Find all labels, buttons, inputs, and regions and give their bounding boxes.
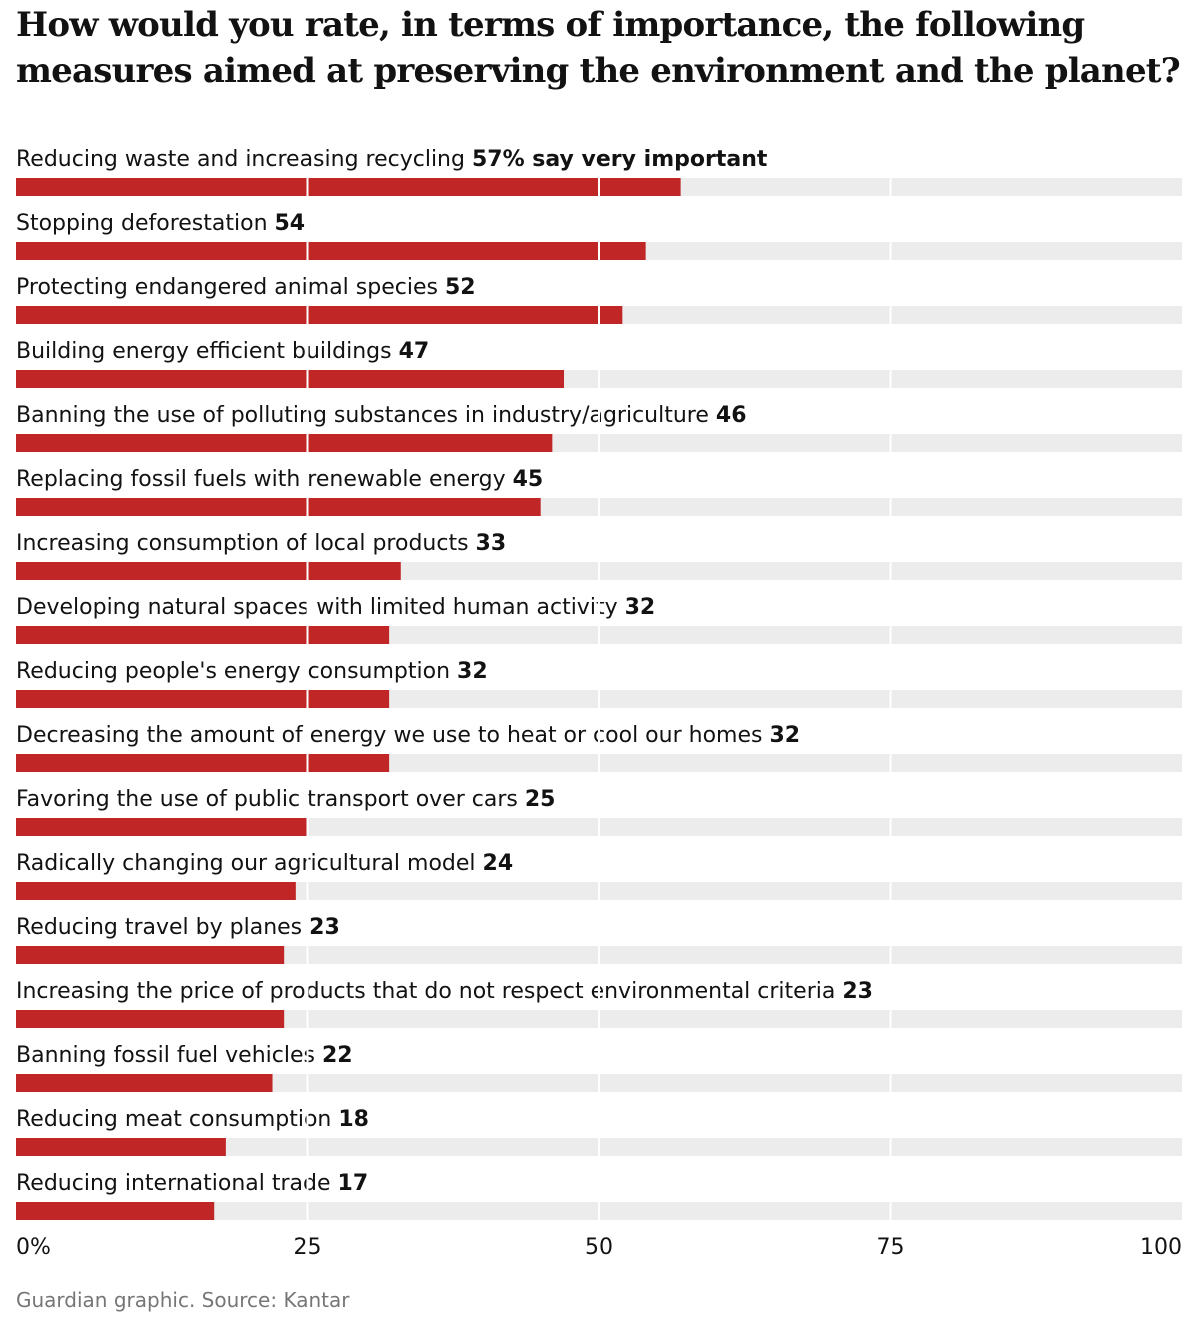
category-label: Banning fossil fuel vehicles [16,1043,322,1068]
chart-title: How would you rate, in terms of importan… [16,5,1181,91]
bar [16,946,285,964]
category-label: Reducing international trade [16,1171,338,1196]
bar-label: Banning the use of polluting substances … [16,403,747,428]
category-label: Reducing waste and increasing recycling [16,147,472,172]
category-label: Protecting endangered animal species [16,275,445,300]
value-label: 52 [445,275,476,300]
bar-label: Decreasing the amount of energy we use t… [16,723,800,748]
category-label: Increasing consumption of local products [16,531,476,556]
bar [16,178,681,196]
value-label: 18 [338,1107,369,1132]
bar-label: Reducing meat consumption 18 [16,1107,369,1132]
value-label: 24 [483,851,514,876]
value-label: 57% say very important [472,147,768,172]
category-label: Stopping deforestation [16,211,275,236]
tick-label: 0% [16,1235,51,1260]
bar [16,1010,285,1028]
value-label: 23 [842,979,873,1004]
bar-label: Developing natural spaces with limited h… [16,595,655,620]
bar [16,434,553,452]
tick-label: 50 [585,1235,613,1260]
value-label: 54 [275,211,306,236]
bar [16,562,401,580]
category-label: Reducing meat consumption [16,1107,338,1132]
value-label: 32 [625,595,656,620]
bar-label: Banning fossil fuel vehicles 22 [16,1043,353,1068]
bar-label: Reducing travel by planes 23 [16,915,340,940]
bar-label: Radically changing our agricultural mode… [16,851,513,876]
bar-label: Reducing international trade 17 [16,1171,368,1196]
value-label: 17 [338,1171,369,1196]
bar-label: Building energy efficient buildings 47 [16,339,429,364]
bar [16,754,390,772]
bar [16,242,646,260]
bar [16,370,565,388]
category-label: Favoring the use of public transport ove… [16,787,525,812]
bar [16,690,390,708]
bar-label: Replacing fossil fuels with renewable en… [16,467,543,492]
bar-label: Reducing people's energy consumption 32 [16,659,488,684]
tick-label: 25 [294,1235,322,1260]
value-label: 45 [513,467,544,492]
value-label: 32 [457,659,488,684]
bar [16,818,308,836]
bar-label: Increasing the price of products that do… [16,979,873,1004]
tick-label: 75 [877,1235,905,1260]
value-label: 23 [309,915,340,940]
bar [16,882,296,900]
value-label: 32 [769,723,800,748]
value-label: 22 [322,1043,353,1068]
bar-label: Stopping deforestation 54 [16,211,305,236]
source-note: Guardian graphic. Source: Kantar [16,1288,350,1312]
value-label: 46 [716,403,747,428]
category-label: Radically changing our agricultural mode… [16,851,483,876]
bar [16,1138,226,1156]
bar [16,1074,273,1092]
bar [16,498,541,516]
value-label: 47 [399,339,430,364]
bar [16,1202,215,1220]
tick-label: 100 [1140,1235,1182,1260]
category-label: Reducing people's energy consumption [16,659,457,684]
value-label: 25 [525,787,556,812]
category-label: Increasing the price of products that do… [16,979,842,1004]
category-label: Building energy efficient buildings [16,339,399,364]
bar-label: Reducing waste and increasing recycling … [16,147,768,172]
category-label: Replacing fossil fuels with renewable en… [16,467,513,492]
category-label: Decreasing the amount of energy we use t… [16,723,769,748]
bar [16,626,390,644]
bar-label: Protecting endangered animal species 52 [16,275,476,300]
category-label: Developing natural spaces with limited h… [16,595,625,620]
bar [16,306,623,324]
bar-label: Increasing consumption of local products… [16,531,506,556]
category-label: Reducing travel by planes [16,915,309,940]
bar-label: Favoring the use of public transport ove… [16,787,555,812]
category-label: Banning the use of polluting substances … [16,403,716,428]
value-label: 33 [476,531,507,556]
